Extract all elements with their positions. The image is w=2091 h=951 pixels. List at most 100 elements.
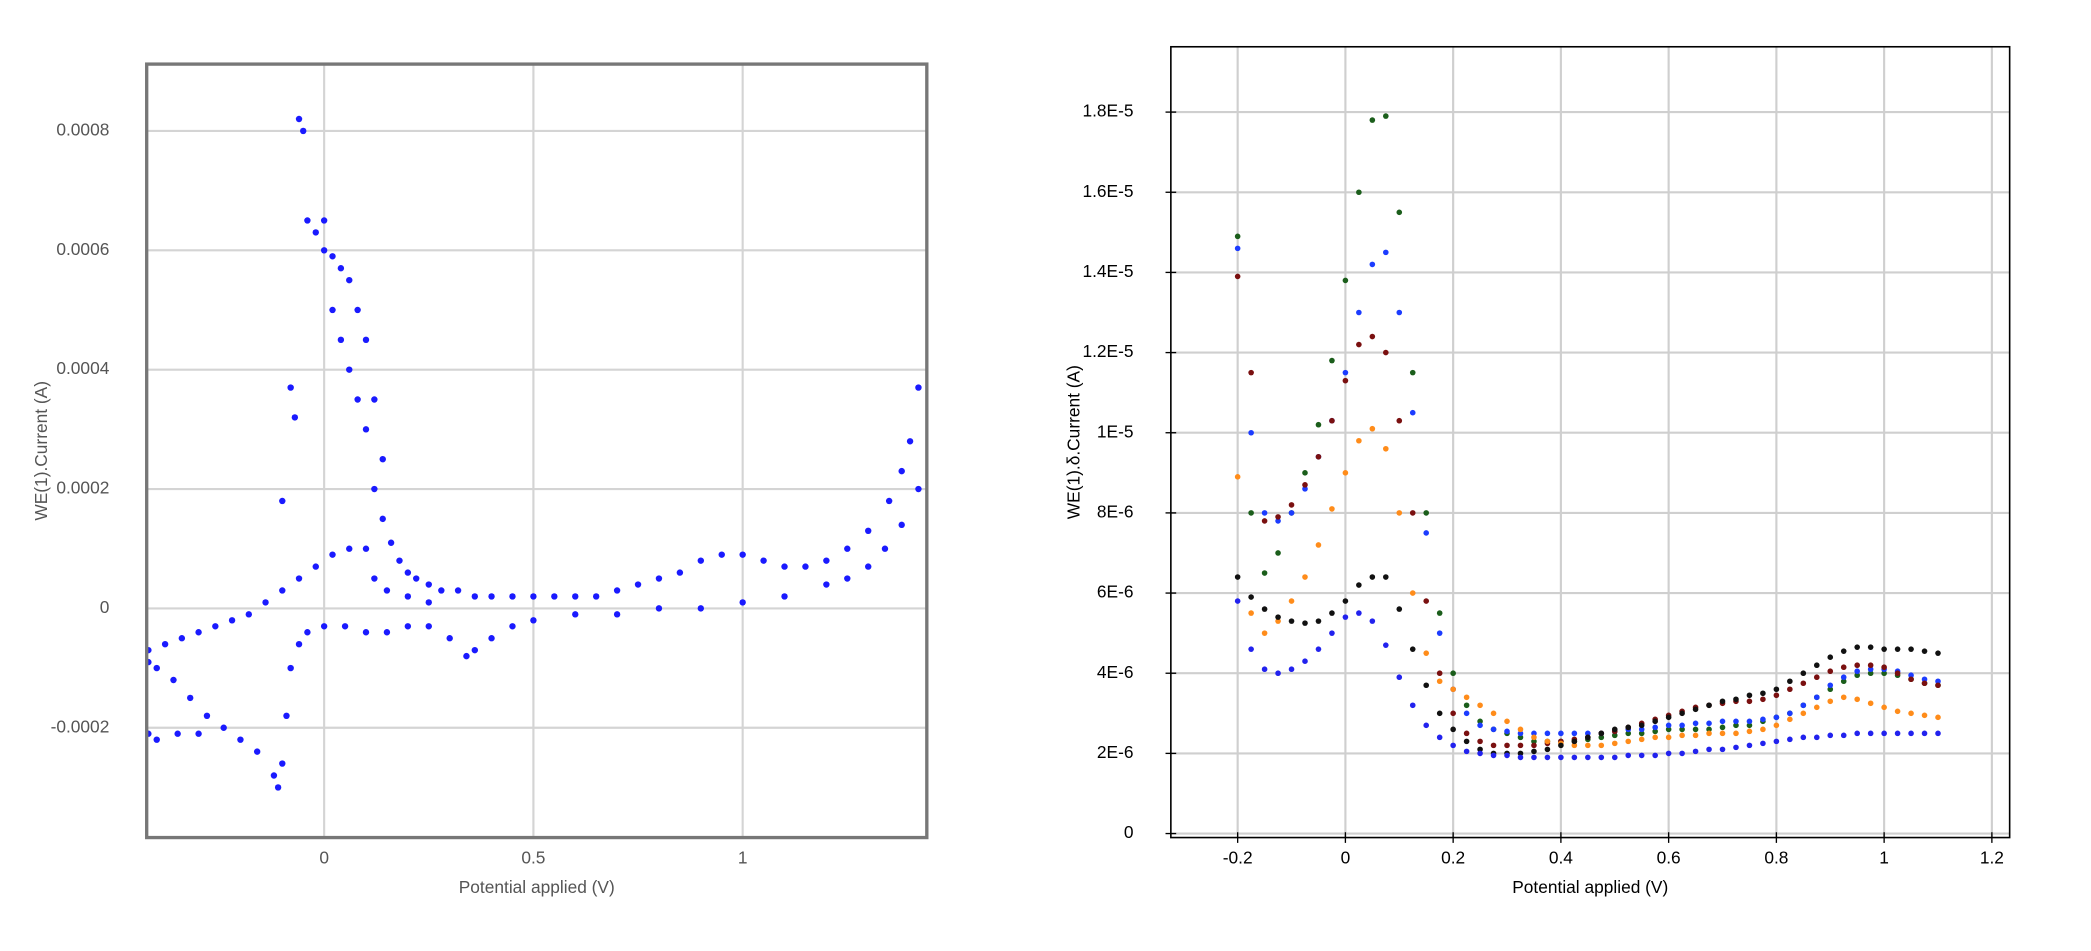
data-point — [1840, 664, 1847, 671]
data-point — [915, 384, 922, 391]
data-point — [1288, 502, 1295, 508]
data-point — [1598, 742, 1605, 749]
data-point — [898, 467, 905, 475]
data-point — [1275, 670, 1281, 677]
data-point — [1706, 720, 1712, 727]
data-point — [1504, 752, 1510, 759]
data-point — [195, 730, 202, 737]
data-point — [383, 587, 391, 594]
data-point — [1867, 700, 1874, 707]
x-tick-label: -0.2 — [1223, 847, 1253, 867]
data-point — [1787, 686, 1793, 693]
y-tick-label: 1E-5 — [1097, 421, 1134, 441]
data-point — [1840, 732, 1847, 739]
data-point — [1477, 746, 1483, 753]
data-point — [739, 599, 746, 606]
x-axis-label: Potential applied (V) — [459, 877, 615, 897]
y-tick-label: 4E-6 — [1097, 662, 1134, 682]
data-point — [1733, 722, 1739, 729]
data-point — [1894, 730, 1901, 737]
data-point — [1827, 682, 1834, 689]
data-point — [1773, 686, 1780, 693]
data-points — [1234, 113, 1941, 761]
data-point — [1719, 724, 1726, 731]
data-point — [1558, 754, 1564, 761]
data-point — [1369, 333, 1376, 340]
data-point — [1504, 742, 1510, 749]
data-point — [1517, 754, 1524, 761]
data-point — [823, 557, 830, 564]
data-point — [1760, 740, 1766, 747]
data-point — [1935, 678, 1941, 685]
y-tick-label: 1.6E-5 — [1082, 181, 1133, 201]
data-point — [212, 623, 219, 630]
data-point — [1827, 686, 1834, 693]
data-point — [1935, 682, 1941, 689]
data-point — [655, 605, 663, 612]
data-point — [1746, 692, 1753, 699]
plot-frame — [145, 62, 929, 840]
y-axis-label: WE(1).Current (A) — [31, 381, 51, 521]
data-point — [1490, 710, 1497, 717]
data-point — [1356, 582, 1362, 588]
data-point — [362, 426, 370, 433]
data-point — [320, 217, 328, 224]
data-point — [1490, 742, 1497, 749]
data-point — [371, 485, 378, 493]
data-point — [404, 593, 412, 600]
data-point — [1261, 606, 1268, 612]
data-point — [1544, 738, 1551, 745]
data-point — [1490, 726, 1497, 733]
data-point — [1854, 662, 1860, 669]
y-axis-label: WE(1).δ.Current (A) — [1063, 365, 1083, 519]
y-tick-label: 0 — [100, 597, 110, 617]
data-point — [253, 748, 261, 755]
x-tick-label: 1 — [1879, 847, 1889, 867]
data-point — [1638, 752, 1645, 759]
data-point — [1571, 754, 1578, 761]
data-point — [404, 623, 412, 630]
data-point — [1396, 674, 1403, 681]
data-point — [1450, 686, 1456, 693]
data-point — [1342, 377, 1349, 384]
y-tick-label: 0.0004 — [56, 358, 109, 378]
data-point — [1611, 726, 1618, 733]
data-point — [572, 611, 579, 618]
data-point — [228, 617, 236, 624]
data-point — [1558, 742, 1564, 749]
data-point — [1679, 726, 1685, 733]
data-point — [1463, 694, 1470, 701]
data-point — [312, 563, 319, 570]
data-point — [1409, 702, 1416, 709]
data-point — [1598, 734, 1605, 741]
data-point — [1409, 646, 1416, 652]
data-point — [1369, 117, 1376, 123]
data-point — [1423, 650, 1430, 656]
data-point — [1531, 734, 1537, 741]
data-point — [1719, 730, 1726, 737]
data-point — [1840, 694, 1847, 701]
data-point — [1692, 720, 1699, 727]
data-point — [1450, 742, 1456, 749]
data-point — [1288, 666, 1295, 673]
data-point — [346, 276, 353, 284]
data-point — [341, 623, 349, 630]
y-tick-label: 0.0002 — [56, 478, 109, 498]
data-point — [1773, 692, 1780, 699]
data-point — [1571, 730, 1578, 737]
data-point — [1679, 732, 1685, 739]
data-point — [471, 646, 479, 654]
data-point — [1692, 726, 1699, 733]
data-point — [697, 557, 705, 564]
data-point — [1329, 630, 1335, 636]
data-point — [1275, 614, 1281, 620]
data-point — [346, 366, 353, 373]
data-point — [1423, 510, 1430, 516]
data-point — [1409, 369, 1416, 376]
data-point — [1652, 752, 1658, 759]
data-point — [262, 599, 269, 606]
plot-frame — [1170, 45, 2011, 839]
data-point — [1302, 574, 1308, 580]
data-point — [1800, 670, 1807, 677]
data-point — [283, 712, 290, 720]
